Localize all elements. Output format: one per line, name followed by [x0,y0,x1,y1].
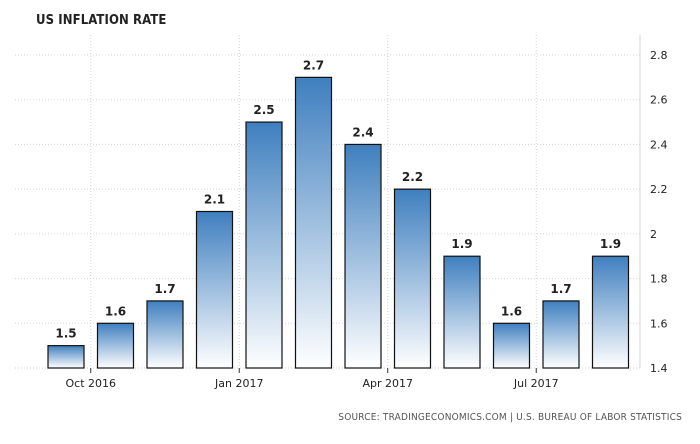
data-label: 1.6 [501,304,522,318]
x-tick-label: Apr 2017 [362,377,413,390]
bar [96,322,135,369]
data-label: 2.4 [352,125,373,139]
y-tick-label: 2.4 [650,138,668,151]
data-labels: 1.5 1.6 1.7 2.1 2.5 2.7 2.4 2.2 1.9 1.6 1.7 1.9 [55,58,621,340]
y-tick-label: 2 [650,228,657,241]
data-label: 1.9 [600,237,621,251]
data-label: 1.7 [154,282,175,296]
chart-title: US INFLATION RATE [36,13,167,28]
data-label: 1.5 [55,327,76,341]
bar [492,322,531,369]
bar [344,143,382,369]
bar [294,76,333,369]
y-tick-label: 1.6 [650,317,668,330]
x-axis: Oct 2016 Jan 2017 Apr 2017 Jul 2017 [65,368,559,390]
bar [443,255,481,369]
y-tick-label: 1.8 [650,273,668,286]
data-label: 1.6 [105,304,126,318]
y-tick-label: 2.8 [650,49,668,62]
source-attribution: SOURCE: TRADINGECONOMICS.COM | U.S. BUREAU… [338,412,682,423]
source-separator: | [509,412,514,423]
y-tick-label: 2.2 [650,183,668,196]
data-label: 2.7 [303,58,324,72]
data-label: 2.1 [204,193,225,207]
x-tick-label: Jul 2017 [513,377,559,390]
source-left-text: SOURCE: TRADINGECONOMICS.COM [338,412,507,423]
bar [195,210,234,369]
bar [542,300,580,369]
x-tick-label: Oct 2016 [65,377,116,390]
bar [591,255,630,369]
bar [47,345,85,369]
y-tick-label: 1.4 [650,362,668,375]
data-label: 1.7 [550,282,571,296]
x-tick-label: Jan 2017 [214,377,263,390]
data-label: 1.9 [451,237,472,251]
bar [245,121,283,369]
bar [146,300,184,369]
bars [47,76,630,369]
y-tick-label: 2.6 [650,94,668,107]
source-right-text: U.S. BUREAU OF LABOR STATISTICS [516,412,682,423]
y-axis: 1.4 1.6 1.8 2 2.2 2.4 2.6 2.8 [639,35,668,375]
bar [393,188,432,369]
data-label: 2.2 [402,170,423,184]
data-label: 2.5 [253,103,274,117]
